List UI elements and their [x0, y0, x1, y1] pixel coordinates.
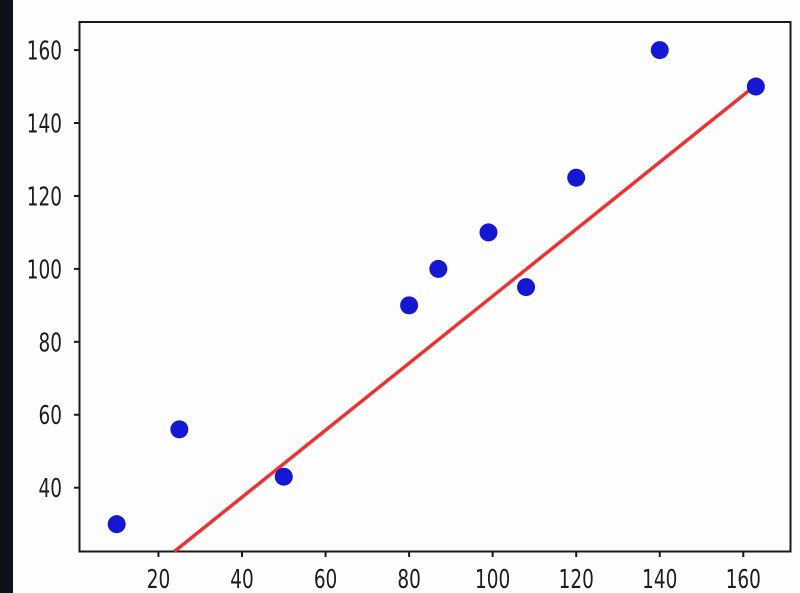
scatter-plot: 20 40 60 80 100 120 140 160 40 60 80 100 120 140 160 — [27, 21, 792, 593]
x-tick-label: 80 — [397, 565, 420, 593]
axes-frame — [78, 21, 792, 553]
data-point — [567, 168, 586, 187]
x-tick-label: 120 — [559, 565, 594, 593]
y-tick-label: 60 — [39, 401, 62, 431]
data-point — [517, 278, 536, 297]
x-tick-label: 100 — [475, 565, 510, 593]
y-tick-label: 120 — [27, 182, 62, 212]
y-tick-label: 40 — [39, 474, 62, 504]
data-point — [429, 259, 448, 278]
regression-line — [173, 83, 757, 553]
data-point — [650, 41, 669, 60]
x-tick-label: 20 — [147, 565, 170, 593]
x-tick-label: 140 — [642, 565, 677, 593]
matplotlib-figure: 20 40 60 80 100 120 140 160 40 60 80 100 120 140 160 — [13, 0, 800, 593]
data-point — [479, 223, 498, 242]
x-tick-label: 60 — [314, 565, 337, 593]
y-tick-label: 80 — [39, 328, 62, 358]
data-point — [400, 296, 419, 315]
x-tick-label: 40 — [230, 565, 253, 593]
y-tick-label: 140 — [27, 109, 62, 139]
data-point — [170, 420, 189, 439]
data-point — [746, 77, 765, 96]
data-point — [274, 467, 293, 486]
x-tick-label: 160 — [726, 565, 761, 593]
y-tick-label: 100 — [27, 255, 62, 285]
data-point — [107, 515, 126, 534]
y-tick-label: 160 — [27, 37, 62, 67]
